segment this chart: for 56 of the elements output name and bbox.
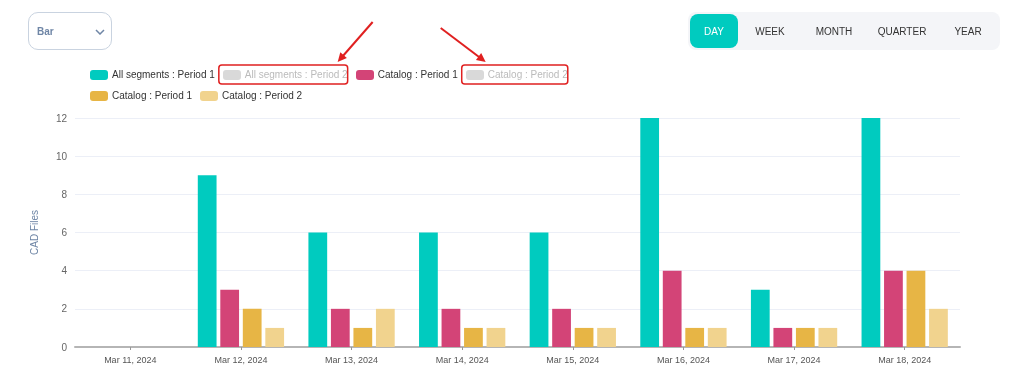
y-tick-label: 6 <box>61 227 68 238</box>
bar <box>220 289 240 347</box>
y-tick-label: 4 <box>61 265 68 277</box>
y-axis-title: CAD Files <box>28 209 40 256</box>
bar <box>861 118 881 347</box>
text: MONTH <box>814 24 854 39</box>
bar <box>242 308 262 347</box>
y-tick-label: 8 <box>61 188 68 200</box>
legend-label: All segments : Period 1 <box>112 69 215 80</box>
text: DAY <box>690 14 738 48</box>
x-tick-label: Mar 11, 2024 <box>104 354 157 365</box>
y-tick-label: 0 <box>61 341 68 353</box>
bar <box>795 327 815 347</box>
x-tick-label: Mar 18, 2024 <box>878 354 932 365</box>
bar <box>375 308 395 347</box>
bar <box>486 327 506 347</box>
bar <box>773 327 793 347</box>
bar <box>552 308 571 347</box>
bar <box>707 327 727 347</box>
bar <box>597 327 616 347</box>
bar <box>640 118 660 347</box>
x-tick-label: Mar 12, 2024 <box>214 354 268 365</box>
bar <box>574 327 594 347</box>
bar <box>419 232 438 347</box>
x-tick-label: Mar 13, 2024 <box>325 354 379 365</box>
text: Bar <box>37 26 54 37</box>
y-tick-label: 10 <box>55 150 68 162</box>
legend-label: Catalog : Period 2 <box>487 69 568 80</box>
bar <box>818 327 838 347</box>
bar <box>906 270 926 347</box>
bar <box>662 270 682 347</box>
bar <box>265 327 285 347</box>
bar <box>750 289 770 347</box>
x-tick-label: Mar 16, 2024 <box>656 354 710 365</box>
text: QUARTER <box>876 24 928 39</box>
x-tick-label: Mar 15, 2024 <box>546 354 600 365</box>
x-tick-label: Mar 17, 2024 <box>767 354 821 365</box>
text: YEAR <box>953 24 983 39</box>
bar <box>330 308 350 347</box>
bar <box>353 327 373 347</box>
y-tick-label: 2 <box>61 303 68 315</box>
text: WEEK <box>754 24 786 39</box>
bar <box>441 308 461 347</box>
legend-label: Catalog : Period 1 <box>377 69 458 80</box>
legend-label: Catalog : Period 1 <box>112 90 193 101</box>
bar <box>929 308 948 347</box>
legend-label: Catalog : Period 2 <box>222 90 303 101</box>
x-tick-label: Mar 14, 2024 <box>435 354 489 365</box>
bar <box>308 232 328 347</box>
legend-label: All segments : Period 2 <box>244 69 348 80</box>
bar <box>464 327 483 347</box>
bar <box>197 175 217 347</box>
bar <box>685 327 705 347</box>
bar <box>529 232 549 347</box>
y-tick-label: 12 <box>55 112 68 124</box>
bar <box>884 270 903 347</box>
